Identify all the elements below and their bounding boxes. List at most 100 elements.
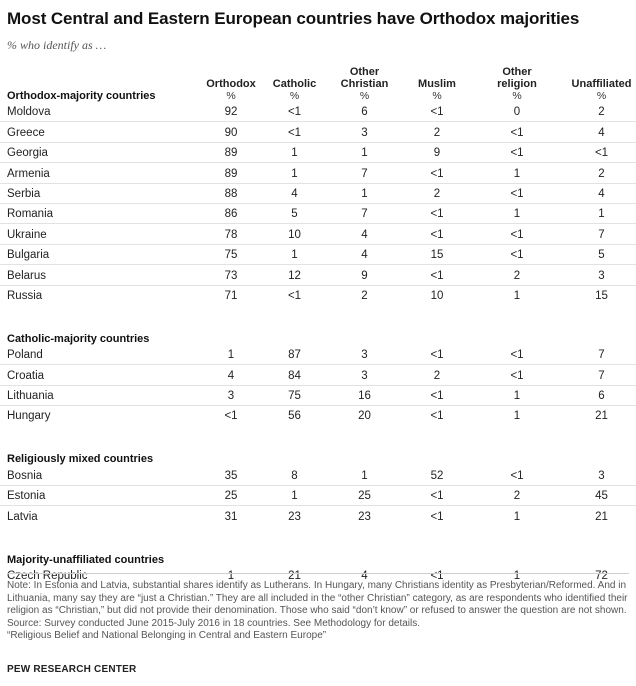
table-row: Armenia 89 1 7 <1 1 2: [0, 162, 636, 184]
table-row: Belarus 73 12 9 <1 2 3: [0, 264, 636, 286]
value-other-religion: <1: [467, 244, 567, 266]
value-other-religion: 1: [467, 385, 567, 407]
group-label: Orthodox-majority countries: [7, 90, 156, 102]
value-other-religion: 2: [467, 264, 567, 286]
value-unaffiliated: 5: [567, 244, 636, 266]
value-muslim: 2: [407, 183, 467, 204]
value-muslim: <1: [407, 102, 467, 123]
value-other-christian: 23: [358, 510, 371, 523]
value-catholic: 56: [288, 410, 301, 423]
value-orthodox: 89: [195, 142, 267, 164]
value-muslim: 9: [407, 142, 467, 164]
value-orthodox: 86: [195, 203, 267, 225]
value-other-religion: <1: [467, 465, 567, 486]
table-row: Moldova 92 <1 6 <1 0 2: [0, 102, 636, 123]
group-label: Majority-unaffiliated countries: [7, 553, 165, 566]
value-orthodox: 1: [227, 570, 235, 583]
source-text: Source: Survey conducted June 2015-July …: [7, 617, 421, 629]
value-catholic: 4: [267, 183, 322, 204]
value-muslim: <1: [430, 510, 444, 523]
value-catholic: 1: [267, 142, 322, 164]
value-other-religion: 2: [467, 485, 567, 507]
country-name: Bosnia: [0, 465, 195, 486]
country-name: Hungary: [7, 410, 51, 423]
table-row: Bulgaria 75 1 4 15 <1 5: [0, 244, 636, 266]
value-catholic: 5: [267, 203, 322, 225]
value-catholic: 75: [267, 385, 322, 407]
value-other-religion: <1: [467, 223, 567, 245]
value-orthodox: 78: [195, 223, 267, 245]
value-catholic: 8: [267, 465, 322, 486]
value-muslim: <1: [407, 162, 467, 184]
value-unaffiliated: <1: [567, 142, 636, 164]
value-other-religion: 1: [467, 203, 567, 225]
value-orthodox: 4: [195, 364, 267, 386]
spacer-cell: [0, 425, 636, 451]
value-catholic: 23: [288, 510, 301, 523]
country-name: Latvia: [7, 510, 38, 523]
value-unaffiliated: 2: [567, 162, 636, 184]
column-header-other-christian: Other Christian: [340, 66, 389, 90]
table-row: Lithuania 3 75 16 <1 1 6: [0, 385, 636, 407]
value-unaffiliated: 4: [567, 183, 636, 204]
value-unaffiliated: 15: [595, 289, 608, 302]
value-other-religion: <1: [467, 364, 567, 386]
value-orthodox: 25: [195, 485, 267, 507]
value-orthodox: 35: [195, 465, 267, 486]
table-row: Croatia 4 84 3 2 <1 7: [0, 364, 636, 386]
value-muslim: <1: [407, 203, 467, 225]
value-catholic: <1: [267, 102, 322, 123]
value-other-religion: <1: [467, 142, 567, 164]
value-unaffiliated: 7: [567, 364, 636, 386]
percent-sign-other-christian: %: [359, 90, 370, 102]
percent-sign-unaffiliated: %: [596, 90, 607, 102]
value-other-christian: 20: [358, 410, 371, 423]
column-header-catholic: Catholic: [272, 78, 317, 90]
country-name: Georgia: [0, 142, 195, 164]
group-label: Catholic-majority countries: [7, 332, 150, 345]
value-muslim: <1: [407, 385, 467, 407]
group-header-row: Majority-unaffiliated countries: [0, 552, 636, 566]
value-orthodox: 3: [195, 385, 267, 407]
value-other-religion: 1: [467, 162, 567, 184]
country-name: Romania: [0, 203, 195, 225]
value-orthodox: <1: [224, 410, 238, 423]
value-other-religion: <1: [467, 344, 567, 366]
note-text: Note: In Estonia and Latvia, substantial…: [7, 580, 628, 616]
value-muslim: <1: [407, 344, 467, 366]
value-catholic: 1: [267, 162, 322, 184]
group-header-row: Religiously mixed countries: [0, 451, 636, 465]
value-unaffiliated: 3: [567, 264, 636, 286]
column-header-other-religion: Other religion: [497, 66, 537, 90]
table-row: Romania 86 5 7 <1 1 1: [0, 203, 636, 225]
value-catholic: <1: [287, 289, 302, 302]
value-catholic: 87: [267, 344, 322, 366]
value-other-religion: 0: [467, 102, 567, 123]
value-catholic: 1: [267, 485, 322, 507]
value-muslim: <1: [407, 264, 467, 286]
value-unaffiliated: 1: [567, 203, 636, 225]
spacer-cell: [0, 526, 636, 552]
country-name: Ukraine: [0, 223, 195, 245]
value-muslim: 52: [407, 465, 467, 486]
group-spacer: [0, 425, 636, 451]
value-orthodox: 73: [195, 264, 267, 286]
value-other-christian: 1: [322, 183, 407, 204]
value-other-christian: 25: [322, 485, 407, 507]
value-unaffiliated: 6: [567, 385, 636, 407]
value-other-christian: 2: [361, 289, 368, 302]
table-row: Greece 90 <1 3 2 <1 4: [0, 121, 636, 143]
value-unaffiliated: 21: [595, 510, 608, 523]
country-name: Greece: [0, 121, 195, 143]
header-row: Orthodox Catholic Other Christian Muslim …: [0, 66, 636, 90]
value-orthodox: 89: [195, 162, 267, 184]
table-row: Russia 71 <1 2 10 1 15: [0, 285, 636, 305]
group-header-row: Orthodox-majority countries%%%%%%: [0, 90, 636, 102]
country-name: Lithuania: [0, 385, 195, 407]
percent-sign-muslim: %: [432, 90, 442, 102]
value-catholic: 1: [267, 244, 322, 266]
value-other-christian: 3: [322, 364, 407, 386]
value-unaffiliated: 3: [567, 465, 636, 486]
value-unaffiliated: 4: [567, 121, 636, 143]
table-row: Ukraine 78 10 4 <1 <1 7: [0, 223, 636, 245]
